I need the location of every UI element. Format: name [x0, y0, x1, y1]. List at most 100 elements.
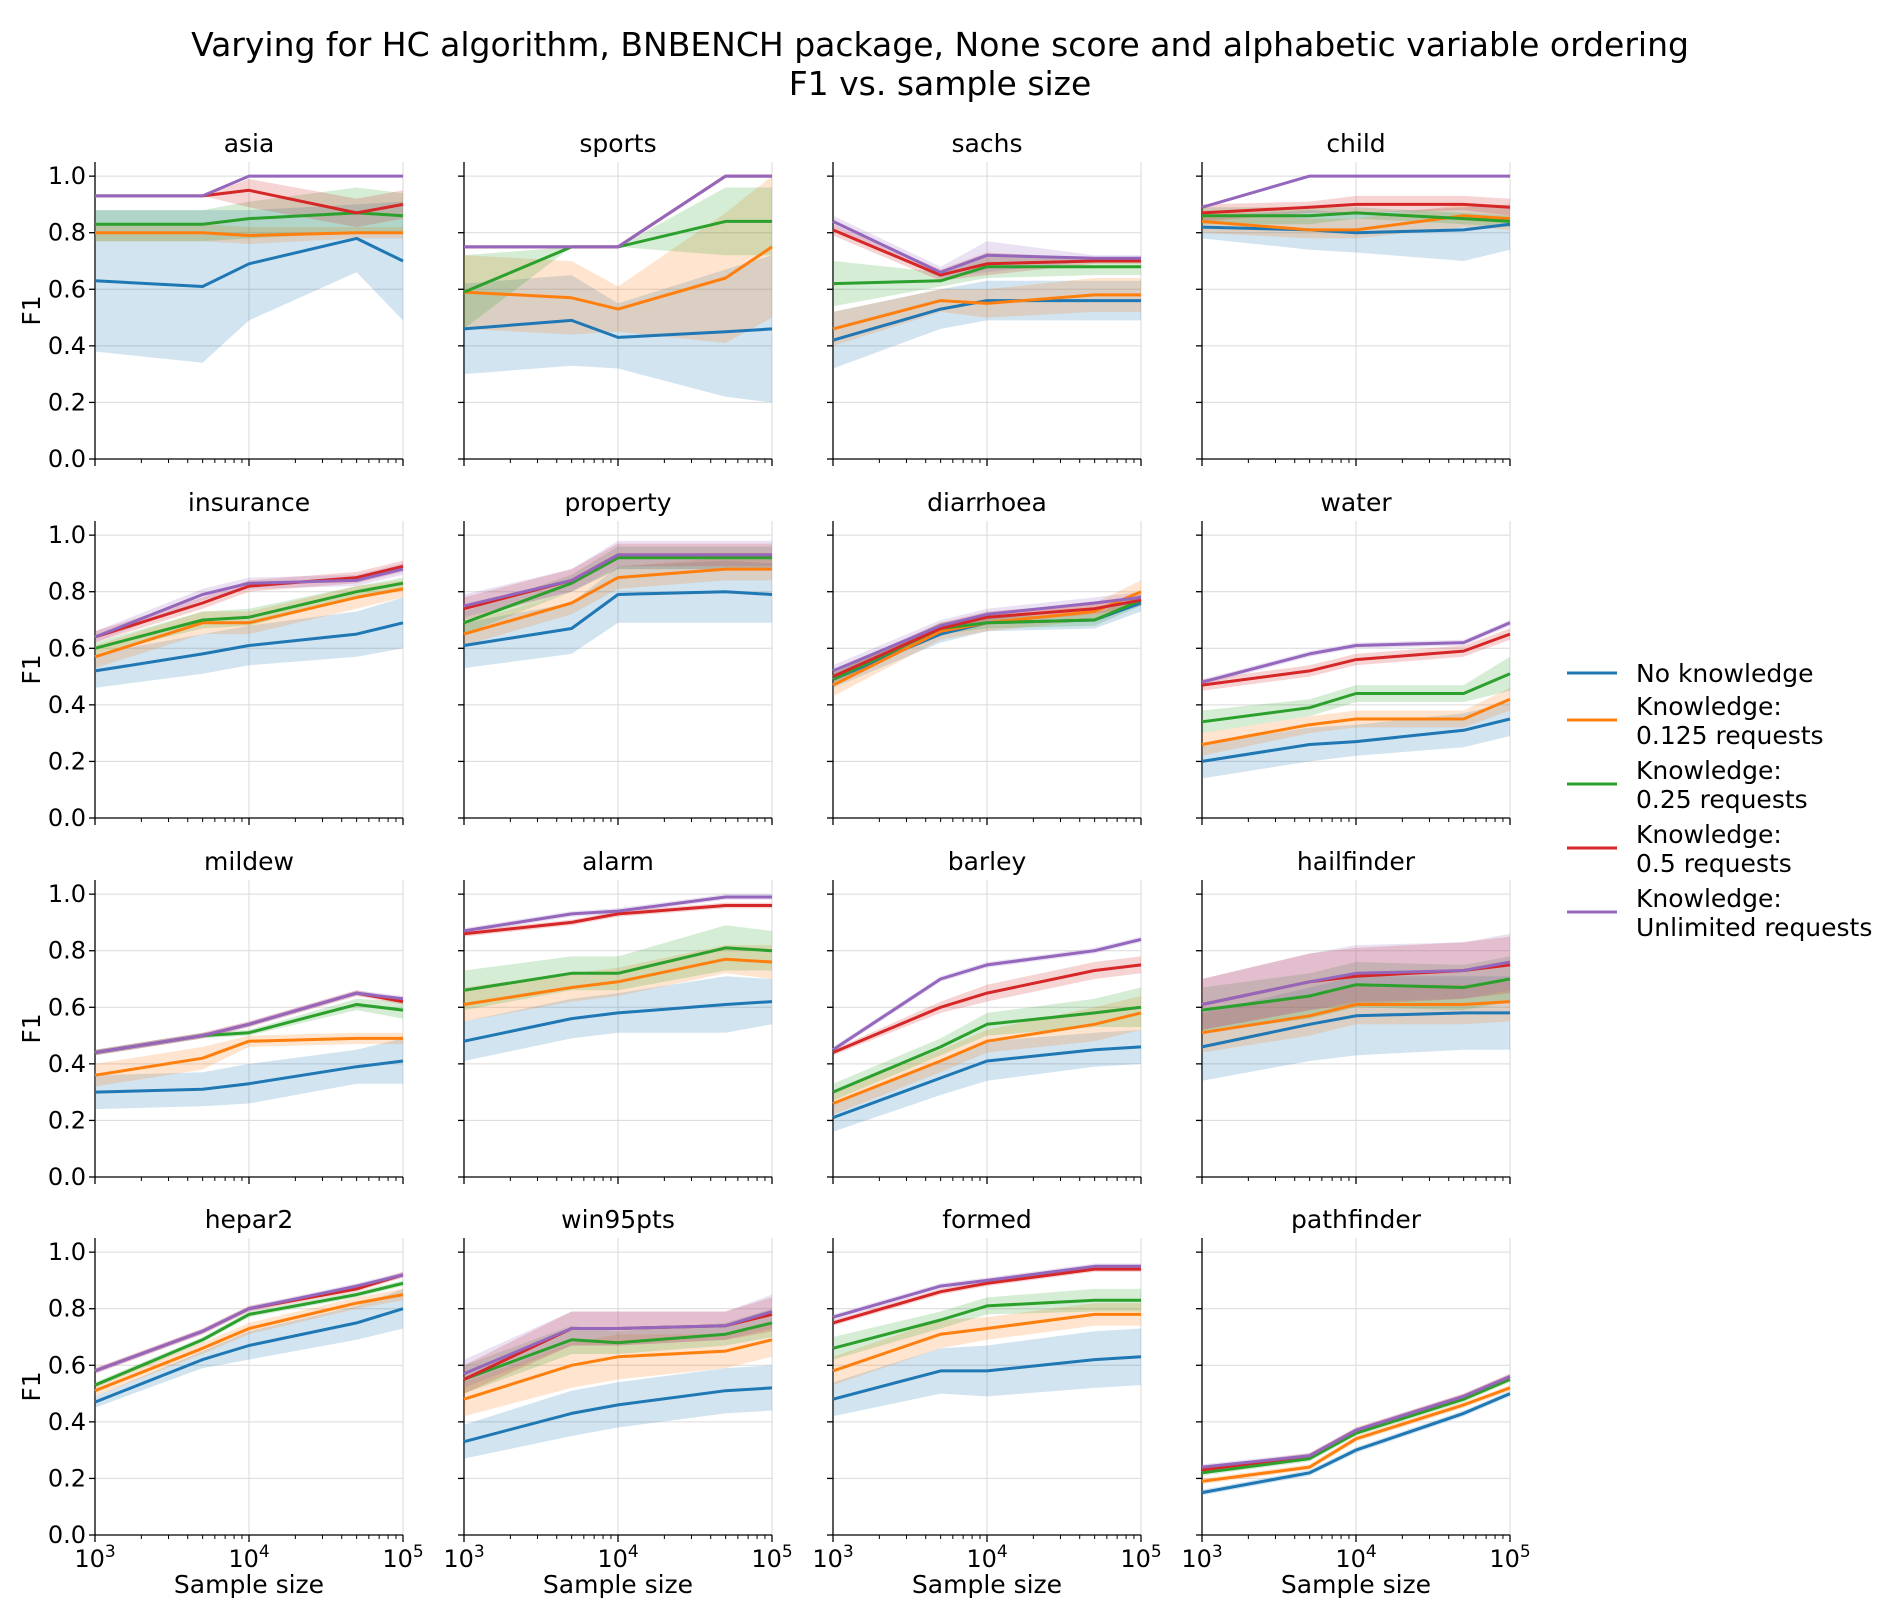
line-series-1 — [832, 299, 1141, 342]
line-series-2 — [1201, 1386, 1511, 1483]
panel-formed: 103 104 105 formed Sample size — [812, 1205, 1161, 1599]
line-series-3 — [94, 581, 404, 650]
line-series-5 — [832, 220, 1141, 274]
panel-title: hailfinder — [1297, 847, 1416, 876]
confidence-band-series-5 — [95, 563, 403, 643]
line-series-2 — [1201, 214, 1511, 232]
y-tick-label: 0.2 — [48, 388, 86, 416]
y-tick-label: 0.8 — [48, 219, 86, 247]
confidence-band-series-1 — [833, 1029, 1141, 1132]
line-series-5 — [464, 174, 772, 249]
confidence-band-series-1 — [1202, 976, 1510, 1081]
panel-child: child — [1196, 129, 1511, 466]
line-series-4 — [832, 228, 1141, 277]
line-series-4 — [1201, 632, 1511, 687]
confidence-band-series-2 — [95, 1288, 403, 1397]
y-tick-label: 0.6 — [48, 634, 86, 662]
x-axis-label: Sample size — [912, 1570, 1062, 1599]
y-tick-label: 0.4 — [48, 1408, 86, 1436]
line-series-1 — [94, 621, 404, 673]
panel-hepar2: 0.0 0.2 0.4 0.6 0.8 1.0 103 104 105 hepar2 F1 Sampl… — [17, 1205, 424, 1599]
line-series-2 — [94, 1036, 403, 1077]
line-series-1 — [463, 1386, 773, 1444]
line-series-5 — [463, 895, 772, 933]
line-series-3 — [95, 211, 404, 226]
line-series-3 — [1201, 977, 1511, 1012]
line-series-3 — [1201, 1378, 1511, 1475]
legend-entry-2: Knowledge:0.125 requests — [1567, 692, 1824, 750]
confidence-band-series-4 — [833, 956, 1141, 1056]
panel-title: barley — [948, 847, 1027, 876]
legend-label: 0.125 requests — [1636, 721, 1824, 750]
line-series-2 — [94, 587, 404, 659]
line-series-2 — [832, 293, 1141, 331]
legend-label: 0.25 requests — [1636, 785, 1808, 814]
confidence-band-series-1 — [1202, 1390, 1510, 1496]
line-series-3 — [463, 946, 773, 992]
y-axis-label: F1 — [17, 654, 46, 684]
panel-water: water — [1196, 488, 1511, 825]
line-series-2 — [463, 245, 773, 311]
legend-label: 0.5 requests — [1636, 849, 1792, 878]
y-tick-label: 0.0 — [48, 1521, 86, 1549]
y-tick-label: 1.0 — [48, 521, 86, 549]
y-axis-label: F1 — [17, 1013, 46, 1043]
y-tick-label: 0.2 — [48, 747, 86, 775]
figure-title-line1: Varying for HC algorithm, BNBENCH packag… — [191, 25, 1689, 64]
line-series-4 — [832, 1267, 1141, 1325]
confidence-band-series-3 — [1202, 207, 1510, 228]
panel-title: hepar2 — [205, 1205, 294, 1234]
confidence-band-series-2 — [833, 996, 1141, 1115]
legend-entry-3: Knowledge:0.25 requests — [1567, 756, 1808, 814]
line-series-1 — [1201, 222, 1511, 235]
confidence-band-series-1 — [95, 597, 403, 688]
confidence-band-series-3 — [464, 1308, 772, 1394]
line-series-3 — [463, 1321, 773, 1381]
panel-grid: 0.0 0.2 0.4 0.6 0.8 1.0 asia F1 sports sachs child… — [17, 129, 1531, 1599]
panel-title: mildew — [204, 847, 294, 876]
confidence-band-series-5 — [1202, 933, 1510, 1030]
confidence-band-series-2 — [833, 580, 1141, 697]
y-tick-label: 0.8 — [48, 578, 86, 606]
y-tick-label: 0.8 — [48, 937, 86, 965]
line-series-2 — [463, 567, 772, 636]
legend-label: Knowledge: — [1636, 692, 1782, 721]
line-series-5 — [94, 1273, 404, 1373]
panel-win95pts: 103 104 105 win95pts Sample size — [443, 1205, 792, 1599]
confidence-band-series-2 — [833, 1303, 1141, 1386]
panel-title: sachs — [952, 129, 1023, 158]
x-tick-label: 105 — [1120, 1542, 1161, 1573]
y-axis-label: F1 — [17, 1371, 46, 1401]
line-series-1 — [463, 1000, 773, 1043]
panel-alarm: alarm — [458, 847, 773, 1184]
legend-entry-5: Knowledge:Unlimited requests — [1567, 884, 1872, 942]
legend-entry-1: No knowledge — [1567, 659, 1813, 688]
line-series-5 — [1201, 1375, 1511, 1469]
line-series-2 — [94, 1293, 404, 1393]
y-tick-label: 0.6 — [48, 1351, 86, 1379]
legend-label: Unlimited requests — [1636, 913, 1872, 942]
line-series-4 — [1201, 202, 1511, 215]
y-tick-label: 0.6 — [48, 993, 86, 1021]
y-tick-label: 1.0 — [48, 880, 86, 908]
y-tick-label: 0.2 — [48, 1464, 86, 1492]
line-series-2 — [832, 1312, 1141, 1373]
panel-title: win95pts — [561, 1205, 675, 1234]
legend-label: No knowledge — [1636, 659, 1813, 688]
line-series-4 — [832, 598, 1142, 678]
y-tick-label: 1.0 — [48, 162, 86, 190]
line-series-2 — [463, 1338, 773, 1401]
line-series-2 — [95, 231, 403, 237]
y-tick-label: 0.6 — [48, 275, 86, 303]
panel-insurance: 0.0 0.2 0.4 0.6 0.8 1.0 insurance F1 — [17, 488, 404, 832]
panel-title: insurance — [188, 488, 310, 517]
line-series-2 — [1201, 697, 1511, 746]
line-series-1 — [1201, 1392, 1511, 1495]
confidence-band-series-3 — [1202, 956, 1510, 1033]
confidence-band-series-2 — [464, 176, 772, 343]
legend-label: Knowledge: — [1636, 884, 1782, 913]
line-series-5 — [95, 174, 403, 198]
line-series-3 — [832, 1005, 1142, 1094]
line-series-4 — [94, 564, 404, 639]
